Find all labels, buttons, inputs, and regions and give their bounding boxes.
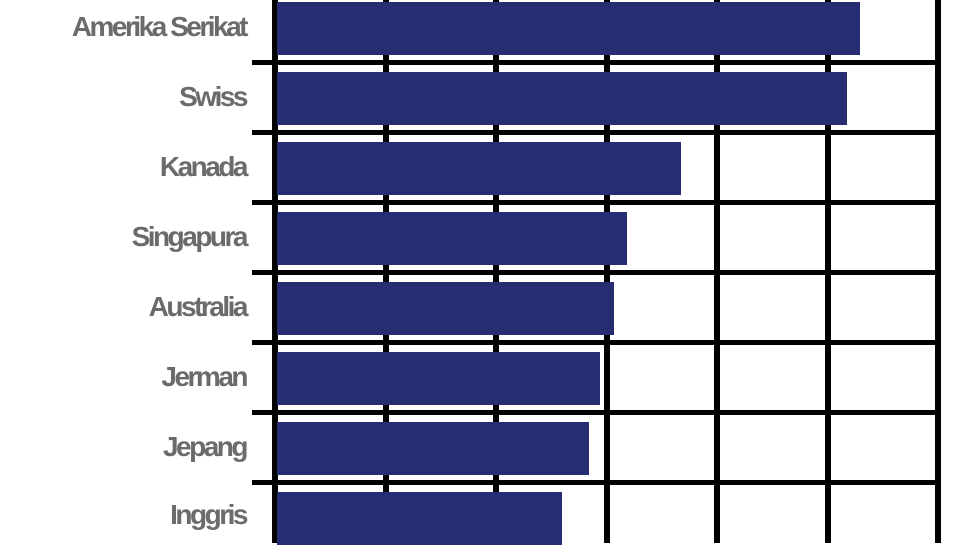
bar — [277, 492, 563, 545]
bar — [277, 212, 628, 265]
horizontal-gridline — [252, 410, 941, 415]
category-label: Inggris — [170, 499, 248, 530]
horizontal-gridline — [252, 130, 941, 135]
category-label: Kanada — [159, 151, 249, 182]
category-label: Amerika Serikat — [71, 11, 249, 42]
category-label: Jepang — [162, 431, 249, 462]
bar — [277, 422, 589, 475]
horizontal-gridline — [252, 340, 941, 345]
horizontal-gridline — [252, 270, 941, 275]
category-label: Australia — [148, 291, 249, 322]
horizontal-gridline — [252, 200, 941, 205]
bar — [277, 2, 860, 55]
category-label: Swiss — [179, 81, 248, 112]
category-label: Jerman — [161, 361, 248, 392]
bar — [277, 142, 681, 195]
category-label: Singapura — [131, 221, 249, 252]
bar — [277, 352, 600, 405]
horizontal-gridline — [252, 480, 941, 485]
bar — [277, 72, 848, 125]
bar — [277, 282, 615, 335]
horizontal-gridline — [252, 60, 941, 65]
